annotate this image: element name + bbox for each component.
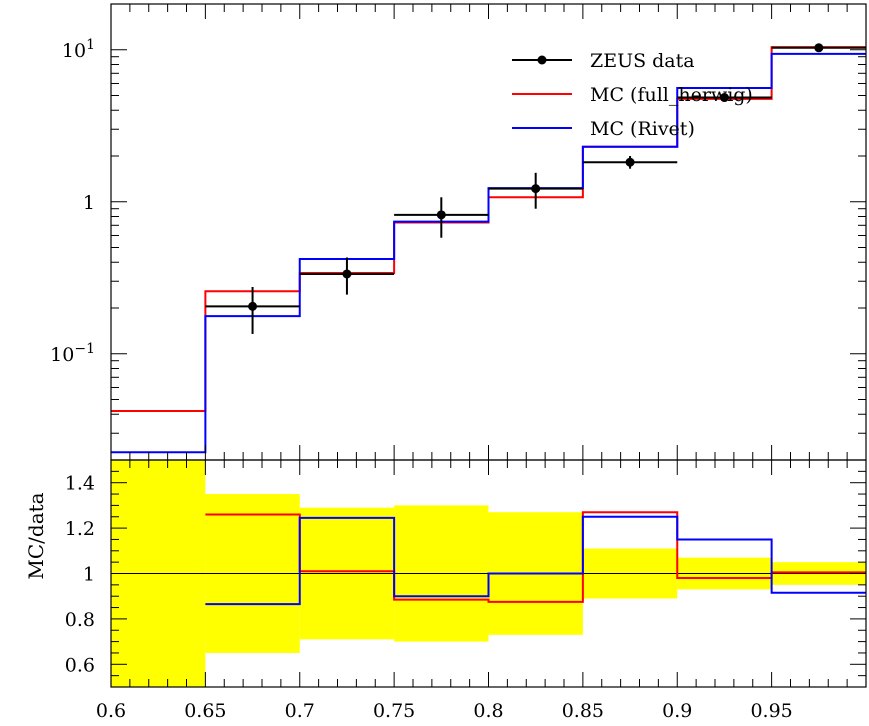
x-tick-label: 0.6 [96, 700, 126, 722]
x-tick-label: 0.85 [562, 700, 604, 722]
data-point [814, 43, 823, 52]
x-tick-label: 0.65 [184, 700, 226, 722]
main-y-tick-label: 10−1 [50, 341, 95, 366]
ratio-y-tick-label: 0.8 [65, 609, 95, 631]
x-tick-label: 0.95 [750, 700, 792, 722]
data-point [248, 302, 257, 311]
ratio-y-tick-label: 1 [83, 564, 95, 586]
legend-label: MC (full_herwig) [590, 84, 753, 106]
x-tick-label: 0.7 [285, 700, 315, 722]
ratio-y-tick-label: 1.2 [65, 518, 95, 540]
data-point [437, 210, 446, 219]
ratio-y-tick-label: 1.4 [65, 473, 95, 495]
ratio-y-axis-label: MC/data [24, 492, 48, 579]
data-point [531, 184, 540, 193]
main-frame [111, 4, 866, 460]
main-y-tick-label: 101 [62, 37, 95, 62]
legend-marker [538, 56, 547, 65]
x-tick-label: 0.75 [373, 700, 415, 722]
data-points [205, 43, 866, 334]
data-point [626, 158, 635, 167]
mc-histogram-rivet [111, 54, 866, 452]
ratio-y-tick-label: 0.6 [65, 654, 95, 676]
legend: ZEUS data MC (full_herwig) MC (Rivet) [512, 50, 753, 140]
x-tick-label: 0.9 [662, 700, 692, 722]
legend-label: MC (Rivet) [590, 118, 695, 140]
data-point [342, 269, 351, 278]
x-tick-label: 0.8 [473, 700, 503, 722]
legend-label: ZEUS data [590, 50, 695, 72]
main-mc-histograms [111, 47, 866, 452]
main-y-tick-label: 1 [83, 192, 95, 214]
